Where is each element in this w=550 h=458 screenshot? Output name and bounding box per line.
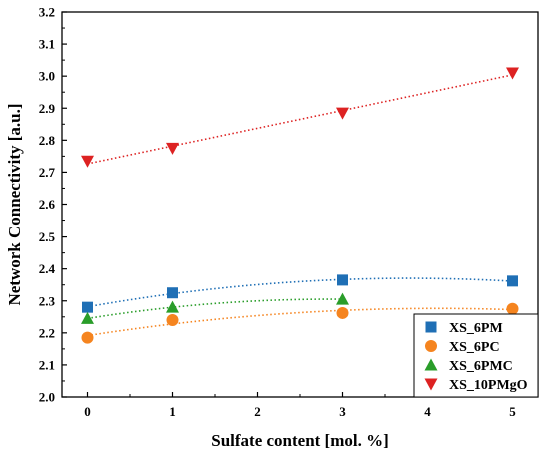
- data-point: [81, 311, 94, 324]
- y-tick-label: 2.8: [39, 133, 56, 148]
- legend: XS_6PM XS_6PC XS_6PMC XS_10PMgO: [413, 313, 539, 398]
- data-point: [336, 292, 349, 305]
- y-tick-label: 2.0: [39, 390, 55, 405]
- data-point: [166, 142, 179, 155]
- x-tick-label: 2: [254, 404, 261, 419]
- legend-label: XS_10PMgO: [449, 378, 528, 393]
- y-tick-label: 3.0: [39, 69, 55, 84]
- y-tick-label: 3.1: [39, 37, 55, 52]
- y-tick-label: 2.5: [39, 229, 56, 244]
- legend-label: XS_6PM: [449, 321, 503, 336]
- legend-marker: [424, 378, 438, 391]
- data-point: [507, 275, 518, 287]
- y-tick-label: 2.6: [39, 197, 56, 212]
- legend-label: XS_6PMC: [449, 359, 513, 374]
- data-point: [167, 287, 178, 299]
- fit-line: [87, 298, 343, 320]
- y-tick-label: 2.4: [39, 261, 56, 276]
- y-axis-ticks: 2.0 2.1 2.2 2.3 2.4 2.5 2.6 2.7 2.8 2.9 3.0 3.1 3.2: [39, 5, 67, 405]
- x-tick-label: 4: [424, 404, 431, 419]
- y-tick-label: 2.1: [39, 357, 55, 372]
- fit-lines: [87, 74, 513, 337]
- fit-line: [87, 277, 513, 308]
- legend-marker: [425, 321, 437, 333]
- y-tick-label: 2.7: [39, 165, 56, 180]
- y-tick-label: 2.3: [39, 293, 56, 308]
- data-points: [81, 67, 519, 344]
- data-point: [337, 274, 348, 286]
- data-point: [81, 155, 94, 168]
- legend-marker: [424, 358, 438, 371]
- data-point: [336, 306, 349, 319]
- x-tick-label: 0: [84, 404, 91, 419]
- y-axis-title: Network Connectivity [a.u.]: [5, 103, 24, 305]
- data-point: [82, 301, 93, 313]
- x-tick-label: 1: [169, 404, 176, 419]
- x-tick-label: 5: [509, 404, 516, 419]
- data-point: [506, 302, 519, 315]
- y-tick-label: 2.2: [39, 325, 55, 340]
- data-point: [166, 300, 179, 313]
- fit-line: [87, 74, 513, 165]
- data-point: [81, 331, 94, 344]
- data-point: [506, 67, 519, 80]
- x-axis-title: Sulfate content [mol. %]: [211, 431, 389, 450]
- y-tick-label: 2.9: [39, 101, 56, 116]
- x-tick-label: 3: [339, 404, 346, 419]
- data-point: [166, 314, 179, 326]
- legend-marker: [425, 340, 437, 352]
- data-point: [336, 107, 349, 120]
- legend-label: XS_6PC: [449, 340, 500, 355]
- y-tick-label: 3.2: [39, 5, 55, 20]
